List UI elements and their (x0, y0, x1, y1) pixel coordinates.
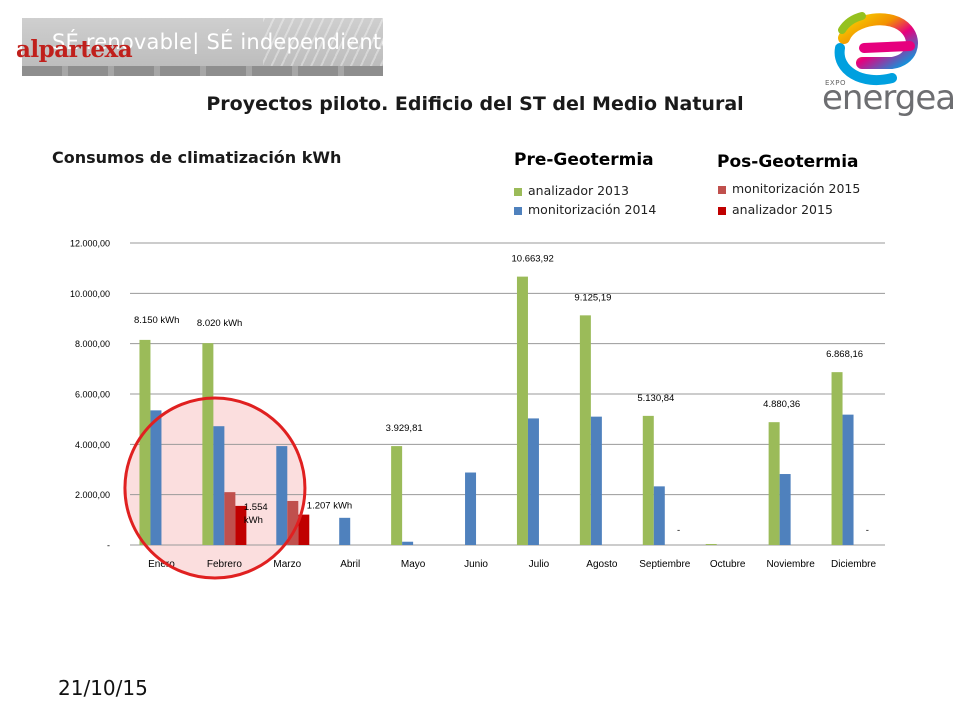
logo-prefix: EXPO (825, 79, 846, 87)
bar-septiembre-series-0 (642, 415, 654, 545)
data-label: 8.020 kWh (197, 318, 242, 329)
x-tick-label: Diciembre (831, 559, 876, 570)
x-tick-label: Abril (340, 559, 360, 570)
chart-heading: Consumos de climatización kWh (52, 148, 342, 167)
data-label: 6.868,16 (826, 349, 863, 360)
data-label: 10.663,92 (512, 254, 554, 265)
bar-mayo-series-1 (402, 541, 414, 545)
data-label: 5.130,84 (637, 393, 674, 404)
bar-octubre-series-0 (705, 543, 717, 545)
banner-brand-logo: alpartexa (16, 36, 133, 63)
bar-marzo-series-3 (298, 514, 310, 545)
data-label: - (866, 525, 869, 536)
energea-logo-icon (834, 12, 918, 86)
bar-julio-series-1 (527, 418, 539, 545)
legend-item-monitorizacion-2014: monitorización 2014 (528, 202, 657, 217)
legend-swatch-light-red (718, 186, 726, 194)
x-tick-label: Febrero (207, 559, 242, 570)
data-label: 9.125,19 (574, 292, 611, 303)
bar-diciembre-series-1 (842, 414, 854, 545)
x-tick-label: Octubre (710, 559, 746, 570)
x-tick-label: Julio (529, 559, 550, 570)
bar-abril-series-1 (339, 517, 351, 545)
bar-noviembre-series-0 (768, 422, 780, 545)
bar-febrero-series-1 (213, 426, 225, 545)
data-label: 1.207 kWh (307, 501, 352, 512)
logo-name: energea (822, 78, 956, 118)
bar-marzo-series-2 (287, 500, 299, 545)
y-tick-label: 6.000,00 (75, 390, 110, 400)
x-tick-label: Marzo (273, 559, 301, 570)
legend-pre-title: Pre-Geotermia (514, 150, 654, 170)
y-tick-label: 8.000,00 (75, 339, 110, 349)
banner-text: SÉ renovable| SÉ independiente (52, 30, 383, 54)
x-tick-label: Noviembre (766, 559, 815, 570)
bar-enero-series-1 (150, 410, 162, 545)
legend-post-title: Pos-Geotermia (717, 152, 859, 172)
x-tick-label: Enero (148, 559, 175, 570)
slide-date: 21/10/15 (58, 676, 148, 700)
legend-item-monitorizacion-2015: monitorización 2015 (732, 181, 861, 196)
bar-febrero-series-2 (224, 492, 236, 545)
x-tick-label: Septiembre (639, 559, 691, 570)
legend-swatch-dark-red (718, 207, 726, 215)
x-tick-label: Mayo (401, 559, 426, 570)
y-tick-label: 10.000,00 (70, 289, 110, 299)
bar-febrero-series-3 (235, 505, 247, 545)
data-label-febrero-2015: 1.554 kWh (244, 502, 268, 526)
data-label: 4.880,36 (763, 399, 800, 410)
y-tick-label: 2.000,00 (75, 490, 110, 500)
data-label: 8.150 kWh (134, 315, 179, 326)
highlight-circle-outline (123, 396, 307, 580)
y-tick-label: 12.000,00 (70, 239, 110, 249)
data-label: - (677, 525, 680, 536)
y-tick-label: - (107, 541, 110, 551)
legend-swatch-green (514, 188, 522, 196)
bar-agosto-series-1 (590, 416, 602, 545)
y-tick-label: 4.000,00 (75, 440, 110, 450)
bar-enero-series-0 (139, 339, 151, 545)
bar-mayo-series-0 (391, 446, 403, 545)
data-label: 3.929,81 (386, 423, 423, 434)
bar-diciembre-series-0 (831, 372, 843, 545)
x-tick-label: Agosto (586, 559, 618, 570)
bar-septiembre-series-1 (653, 486, 665, 545)
bar-febrero-series-0 (202, 343, 214, 545)
page-title: Proyectos piloto. Edificio del ST del Me… (206, 93, 744, 115)
banner-bar (22, 66, 383, 76)
x-tick-label: Junio (464, 559, 488, 570)
bar-marzo-series-1 (276, 446, 288, 545)
banner: SÉ renovable| SÉ independiente (22, 18, 383, 76)
bar-agosto-series-0 (579, 315, 591, 545)
legend-swatch-blue (514, 207, 522, 215)
bar-noviembre-series-1 (779, 474, 791, 545)
legend-item-analizador-2013: analizador 2013 (528, 183, 629, 198)
bar-junio-series-1 (465, 472, 477, 545)
bar-julio-series-0 (516, 276, 528, 545)
legend-item-analizador-2015: analizador 2015 (732, 202, 833, 217)
